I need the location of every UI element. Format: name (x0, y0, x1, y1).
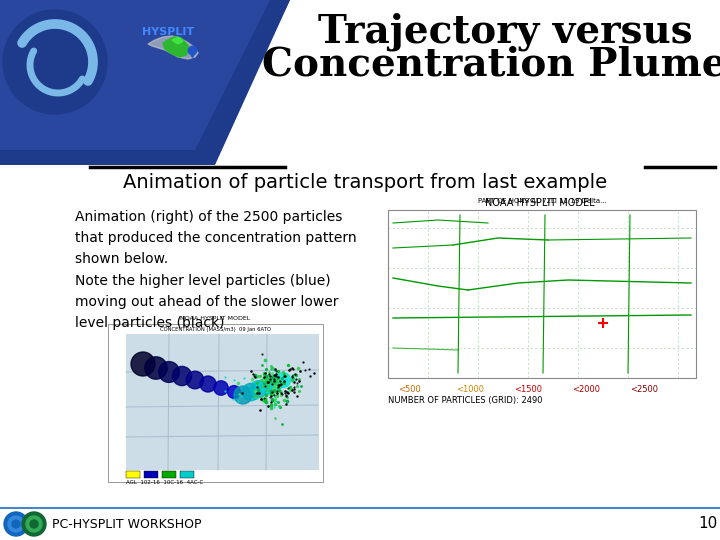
Circle shape (3, 10, 107, 114)
Text: NOAA HYSPLIT MODEL: NOAA HYSPLIT MODEL (485, 198, 595, 208)
Polygon shape (0, 0, 290, 165)
Text: PC-HYSPLIT WORKSHOP: PC-HYSPLIT WORKSHOP (52, 517, 202, 530)
Text: Animation (right) of the 2500 particles
that produced the concentration pattern
: Animation (right) of the 2500 particles … (75, 211, 356, 266)
Polygon shape (0, 0, 720, 165)
Circle shape (12, 520, 20, 528)
Bar (126, 334, 319, 470)
Circle shape (26, 516, 42, 532)
Polygon shape (148, 36, 198, 59)
Circle shape (228, 386, 240, 399)
Circle shape (276, 373, 290, 388)
Circle shape (22, 512, 46, 536)
Text: NOAA HYSPLIT MODEL: NOAA HYSPLIT MODEL (180, 316, 250, 321)
Circle shape (30, 520, 38, 528)
Circle shape (267, 375, 283, 391)
Bar (0, 508, 720, 540)
Circle shape (8, 516, 24, 532)
Text: <500: <500 (398, 385, 420, 394)
Bar (144, 471, 158, 478)
Text: <1000: <1000 (456, 385, 484, 394)
Circle shape (186, 371, 204, 389)
Text: Trajectory versus: Trajectory versus (318, 13, 693, 51)
Text: <1500: <1500 (514, 385, 542, 394)
Circle shape (259, 378, 275, 394)
Text: Animation of particle transport from last example: Animation of particle transport from las… (123, 173, 607, 192)
Polygon shape (172, 37, 183, 44)
Circle shape (234, 386, 252, 404)
Text: PART OF HONS AL 72LI 11 19 Delta...: PART OF HONS AL 72LI 11 19 Delta... (477, 198, 606, 204)
Bar (162, 471, 176, 478)
Polygon shape (0, 0, 270, 150)
Text: CONCENTRATION (MASS/m3)  09 Jan 6ATO: CONCENTRATION (MASS/m3) 09 Jan 6ATO (160, 327, 271, 332)
Circle shape (158, 362, 179, 382)
Text: Concentration Plumes: Concentration Plumes (262, 46, 720, 84)
Bar (388, 210, 696, 378)
Bar (126, 471, 140, 478)
Circle shape (131, 352, 155, 376)
Bar (108, 324, 323, 482)
Circle shape (214, 381, 228, 395)
Circle shape (243, 383, 260, 401)
Circle shape (145, 357, 167, 379)
Text: NUMBER OF PARTICLES (GRID): 2490: NUMBER OF PARTICLES (GRID): 2490 (388, 396, 542, 405)
Circle shape (172, 367, 192, 386)
Text: AGL  102-16  10C-16  4AC-C: AGL 102-16 10C-16 4AC-C (126, 480, 203, 485)
Text: <2500: <2500 (630, 385, 658, 394)
Text: <2000: <2000 (572, 385, 600, 394)
Circle shape (200, 376, 216, 392)
Bar (180, 471, 194, 478)
Circle shape (4, 512, 28, 536)
Text: HYSPLIT: HYSPLIT (142, 27, 194, 37)
Text: Note the higher level particles (blue)
moving out ahead of the slower lower
leve: Note the higher level particles (blue) m… (75, 274, 338, 329)
Text: 10: 10 (698, 516, 718, 531)
Polygon shape (163, 37, 190, 57)
Circle shape (251, 381, 267, 397)
